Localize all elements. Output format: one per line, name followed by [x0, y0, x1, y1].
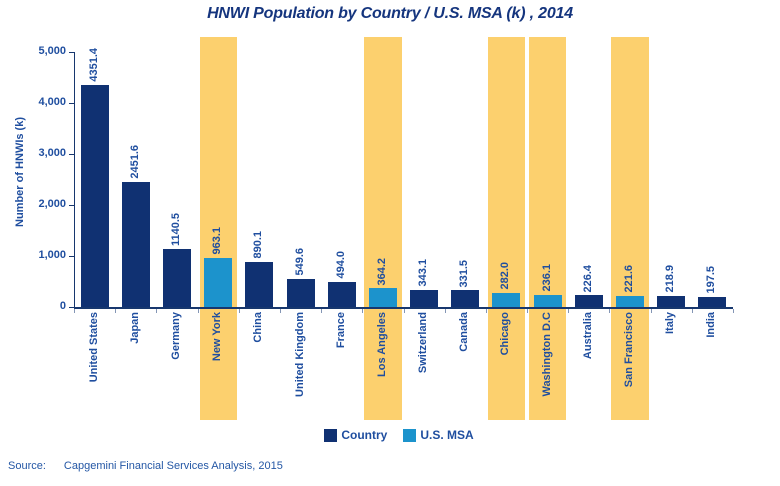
bar-country — [121, 181, 150, 307]
bar-value-label: 218.9 — [664, 265, 677, 293]
legend-item-msa: U.S. MSA — [403, 428, 474, 442]
x-axis-label: Germany — [169, 312, 182, 360]
highlight-band — [611, 37, 649, 420]
bar-value-label: 4351.4 — [87, 48, 100, 83]
legend-swatch-msa — [403, 428, 417, 442]
legend-item-country: Country — [324, 428, 387, 442]
x-axis-label: India — [705, 312, 718, 338]
y-axis-tick-label: 0 — [59, 300, 66, 312]
bar-country — [80, 85, 109, 307]
bar-country — [574, 295, 603, 307]
x-axis-tick — [609, 309, 611, 313]
y-axis-tick-label: 1,000 — [38, 249, 66, 261]
x-axis-label: Canada — [458, 312, 471, 352]
bar-country — [245, 261, 274, 307]
bar-country — [162, 248, 191, 307]
bar-value-label: 963.1 — [211, 227, 224, 255]
bar-country — [410, 289, 439, 307]
y-axis-tick-label: 2,000 — [38, 198, 66, 210]
x-axis-label: New York — [211, 312, 224, 362]
x-axis-tick — [568, 309, 570, 313]
legend: Country U.S. MSA — [0, 428, 780, 442]
bar-value-label: 2451.6 — [128, 145, 141, 179]
bar-value-label: 494.0 — [334, 251, 347, 279]
x-axis-tick — [403, 309, 405, 313]
bar-country — [451, 290, 480, 307]
y-axis-tick-label: 5,000 — [38, 45, 66, 57]
bar-value-label: 549.6 — [293, 248, 306, 276]
bar-country — [657, 295, 686, 307]
bar-msa — [533, 294, 562, 307]
bar-msa — [616, 295, 645, 307]
bar-value-label: 226.4 — [581, 264, 594, 293]
bar-country — [698, 296, 727, 307]
x-axis-label: China — [252, 312, 265, 343]
highlight-band — [529, 37, 567, 420]
bar-country — [327, 281, 356, 307]
x-axis-label: San Francisco — [623, 312, 636, 388]
x-axis-label: Switzerland — [417, 312, 430, 374]
bar-value-label: 343.1 — [417, 258, 430, 287]
x-axis-tick — [691, 309, 693, 313]
x-axis-tick — [362, 309, 364, 313]
x-axis-tick — [321, 309, 323, 313]
x-axis-tick — [527, 309, 529, 313]
x-axis-label: Washington D.C — [540, 312, 553, 397]
bar-value-label: 282.0 — [499, 262, 512, 290]
bar-value-label: 221.6 — [623, 265, 636, 293]
x-axis-label: France — [334, 312, 347, 349]
x-axis-label: United States — [87, 312, 100, 383]
x-axis-label: Chicago — [499, 312, 512, 356]
x-axis-tick — [733, 309, 734, 313]
y-axis-tick-label: 4,000 — [38, 96, 66, 108]
x-axis-tick — [444, 309, 446, 313]
highlight-band — [487, 37, 526, 420]
source-text: Capgemini Financial Services Analysis, 2… — [63, 460, 283, 472]
bar-msa — [492, 292, 521, 307]
x-axis-tick — [279, 309, 281, 313]
bar-value-label: 1140.5 — [169, 212, 182, 246]
x-axis-label: United Kingdom — [293, 312, 306, 397]
x-axis-tick — [74, 309, 75, 313]
bar-msa — [204, 257, 233, 307]
bar-country — [286, 278, 315, 307]
y-axis-tick — [69, 205, 74, 206]
y-axis-line — [74, 52, 75, 307]
source-label: Source: — [8, 460, 46, 472]
bar-value-label: 364.2 — [375, 257, 388, 286]
chart-title: HNWI Population by Country / U.S. MSA (k… — [207, 5, 573, 22]
bar-msa — [368, 288, 397, 307]
source-note: Source: Capgemini Financial Services Anal… — [8, 460, 283, 472]
x-axis-tick — [238, 309, 240, 313]
x-axis-tick — [115, 309, 117, 313]
y-axis-tick — [69, 307, 74, 308]
x-axis-tick — [650, 309, 652, 313]
y-axis-tick — [69, 52, 74, 53]
bar-value-label: 236.1 — [540, 264, 553, 292]
x-axis-line — [74, 307, 733, 309]
y-axis-tick — [69, 154, 74, 155]
x-axis-label: Australia — [581, 312, 594, 360]
x-axis-label: Los Angeles — [375, 312, 388, 377]
bar-value-label: 197.5 — [705, 266, 718, 294]
bar-value-label: 331.5 — [458, 259, 471, 288]
y-axis-tick — [69, 103, 74, 104]
x-axis-label: Italy — [664, 312, 677, 335]
x-axis-label: Japan — [128, 312, 141, 344]
legend-swatch-country — [324, 428, 338, 442]
legend-label: U.S. MSA — [420, 428, 474, 442]
y-axis-tick-label: 3,000 — [38, 147, 66, 159]
x-axis-tick — [156, 309, 158, 313]
x-axis-tick — [485, 309, 487, 313]
highlight-band — [364, 37, 402, 420]
y-axis-tick — [69, 256, 74, 257]
bar-value-label: 890.1 — [252, 231, 265, 259]
x-axis-tick — [197, 309, 199, 313]
legend-label: Country — [341, 428, 388, 442]
highlight-band — [199, 37, 237, 420]
